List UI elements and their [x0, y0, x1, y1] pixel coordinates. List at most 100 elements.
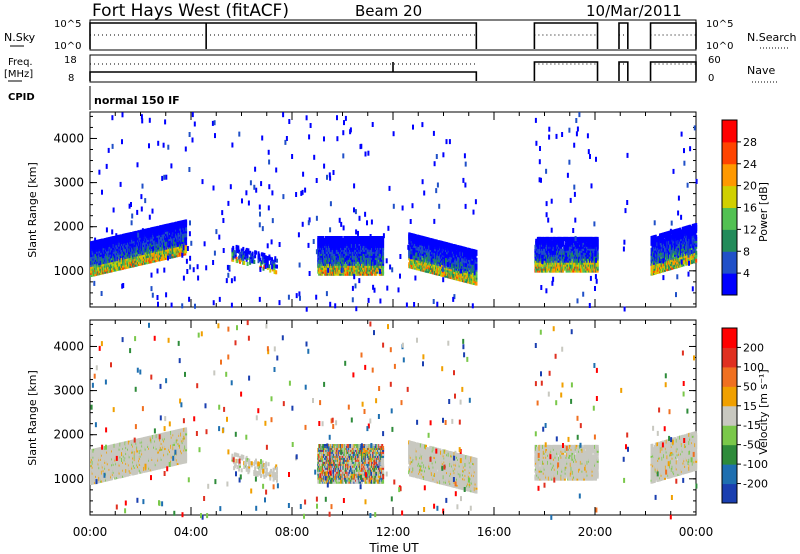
noise-traces [89, 22, 697, 49]
range-gate-cell [268, 254, 271, 259]
range-gate-cell [465, 247, 468, 252]
range-gate-cell [185, 247, 188, 252]
noise-right-tick-bottom: 10^0 [706, 41, 733, 52]
range-gate-cell [185, 219, 188, 224]
range-gate-cell [340, 236, 343, 240]
range-gate-cell [262, 258, 265, 263]
range-gate-cell [268, 264, 271, 269]
range-gate-cell [475, 249, 478, 254]
range-gate-cell [276, 258, 278, 263]
range-gate-cell [414, 234, 417, 239]
range-gate-cell [112, 236, 115, 240]
range-gate-cell [428, 237, 431, 242]
range-gate-cell [232, 245, 235, 250]
range-gate-cell [239, 251, 241, 256]
noise-sky-trace [649, 22, 697, 49]
range-gate-cell [432, 260, 435, 265]
range-gate-cell [259, 257, 262, 262]
noise-right-tick-top: 10^5 [706, 19, 733, 30]
range-gate-cell [238, 249, 241, 254]
range-gate-cell [382, 269, 385, 274]
range-gate-cell [269, 268, 272, 273]
noise-left-tick-top: 10^5 [54, 19, 81, 30]
range-gate-cell [257, 251, 260, 256]
freq-left-tick-top: 18 [64, 55, 77, 66]
range-gate-cell [368, 245, 371, 250]
range-gate-cell [235, 256, 238, 261]
range-gate-cell [338, 261, 341, 266]
range-gate-cell [435, 239, 438, 244]
range-gate-cell [251, 251, 254, 256]
range-gate-cell [261, 256, 264, 261]
range-gate-cell [276, 264, 278, 269]
range-gate-cell [174, 253, 177, 258]
noise-left-tick-bottom: 10^0 [54, 41, 81, 52]
range-gate-cell [382, 251, 385, 256]
range-gate-cell [558, 266, 561, 271]
freq-left-tick-bottom: 8 [68, 73, 74, 84]
beam-label: Beam 20 [355, 2, 422, 20]
range-gate-cell [235, 244, 238, 249]
range-gate-cell [547, 236, 550, 241]
nave-label: Nave [747, 64, 775, 77]
range-gate-cell [253, 260, 256, 264]
range-gate-cell [258, 253, 261, 258]
range-gate-cell [252, 255, 255, 260]
power-scatter [90, 112, 698, 312]
y-tick-label: 4000 [53, 131, 84, 145]
date-label: 10/Mar/2011 [586, 2, 682, 20]
noise-sky-trace [533, 22, 599, 49]
range-gate-cell [245, 247, 248, 252]
range-gate-cell [246, 262, 249, 266]
range-gate-cell [550, 236, 553, 241]
frequency-trace [618, 61, 629, 81]
range-gate-cell [237, 245, 240, 250]
range-gate-cell [409, 258, 411, 263]
y-tick-label: 2000 [53, 220, 84, 234]
range-gate-cell [234, 254, 237, 259]
y-tick-label: 3000 [53, 176, 84, 190]
range-gate-cell [568, 246, 571, 251]
range-gate-cell [238, 255, 241, 260]
range-gate-cell [271, 261, 273, 266]
y-tick-label: 1000 [53, 264, 84, 278]
range-gate-cell [275, 270, 278, 275]
frequency-trace [89, 71, 478, 81]
range-gate-cell [236, 259, 239, 264]
power-panel-frame [89, 111, 697, 308]
range-gate-cell [274, 256, 277, 261]
cpid-label: CPID [8, 92, 35, 103]
range-gate-cell [265, 255, 268, 260]
range-gate-cell [475, 273, 478, 278]
range-gate-cell [249, 250, 252, 255]
nave-right-tick-top: 60 [708, 55, 721, 66]
frequency-panel: Freq. [MHz] 18 8 60 0 Nave [4, 54, 778, 84]
range-gate-cell [243, 251, 246, 256]
range-gate-cell [243, 261, 246, 265]
range-gate-cell [240, 248, 243, 253]
range-gate-cell [247, 248, 250, 253]
range-gate-cell [542, 236, 545, 241]
range-gate-cell [255, 250, 257, 255]
noise-panel-frame [89, 19, 697, 51]
range-gate-cell [263, 253, 266, 257]
range-gate-cell [475, 257, 478, 262]
cpid-value: normal 150 IF [94, 94, 180, 107]
mhz-label: [MHz] [4, 69, 33, 80]
range-gate-cell [234, 250, 237, 255]
range-gate-cell [175, 223, 178, 228]
frequency-trace [533, 61, 599, 81]
range-gate-cell [269, 256, 272, 261]
station-title: Fort Hays West (fitACF) [92, 1, 289, 21]
range-gate-cell [448, 242, 451, 247]
range-gate-cell [408, 262, 411, 267]
n-search-label: N.Search [747, 31, 797, 44]
freq-traces [89, 61, 697, 81]
range-gate-cell [263, 264, 266, 269]
range-gate-cell [185, 241, 188, 246]
range-gate-cell [382, 255, 385, 260]
range-gate-cell [455, 244, 458, 249]
range-gate-cell [242, 246, 245, 251]
